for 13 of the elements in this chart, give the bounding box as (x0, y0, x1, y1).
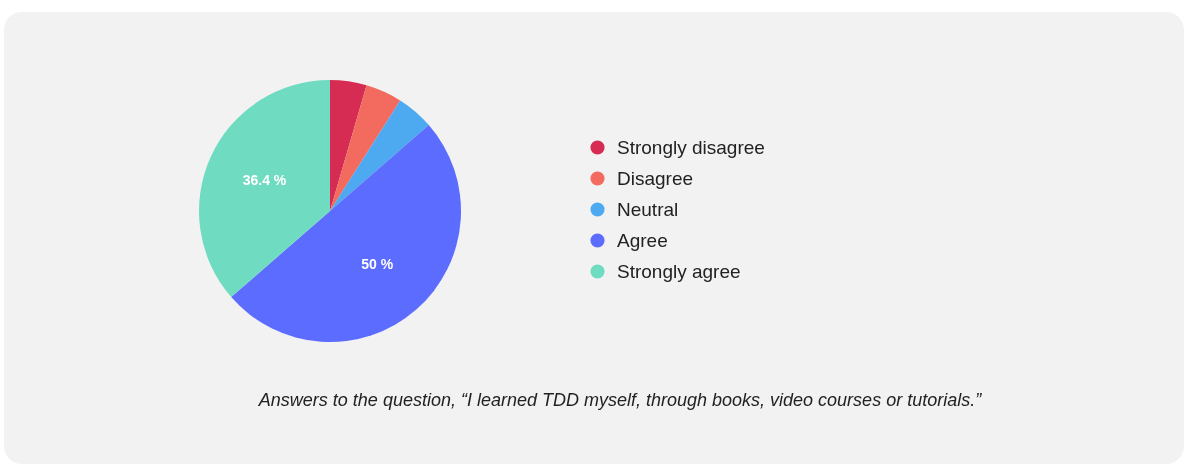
data-label: 36.4 % (242, 172, 287, 189)
pie-slice (199, 80, 330, 298)
legend-label: Neutral (617, 198, 679, 220)
pie-slice (330, 100, 429, 211)
pie-slice (330, 80, 367, 211)
legend-label: Strongly disagree (617, 136, 765, 158)
legend-label: Agree (617, 229, 668, 251)
legend-label: Disagree (617, 167, 694, 189)
pie-slice (231, 124, 461, 342)
legend-label: Strongly agree (617, 260, 741, 282)
pie-slice (330, 85, 401, 211)
data-label: 50 % (361, 256, 394, 273)
text: Answers to the question, “I learned TDD myself, through books, video courses or tutorials.” (257, 390, 983, 410)
